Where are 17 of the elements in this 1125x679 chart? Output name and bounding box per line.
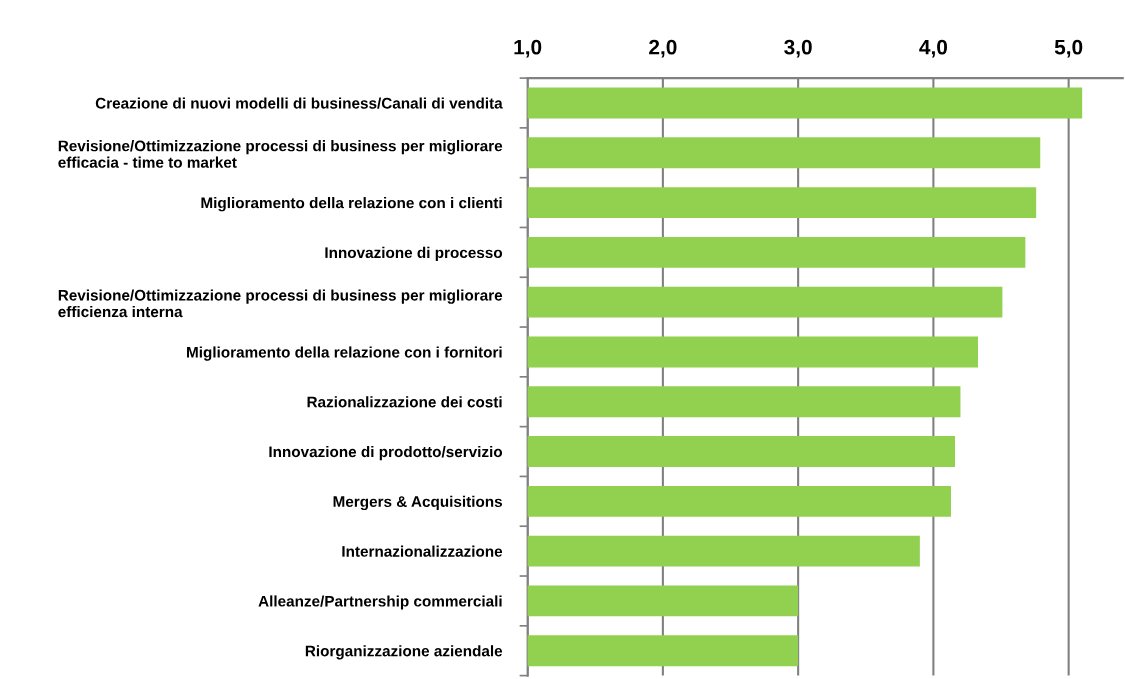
y-tick-label: Internazionalizzazione — [342, 545, 503, 557]
y-tick-label: Razionalizzazione dei costi — [307, 396, 502, 408]
y-tick-label: Innovazione di prodotto/servizio — [269, 446, 503, 461]
y-tick-label: Mergers & Acquisitions — [333, 495, 503, 511]
y-tick-label: Revisione/Ottimizzazione processi di business per migliorare efficienza interna — [58, 289, 503, 318]
y-tick-label: Miglioramento della relazione con i clienti — [201, 197, 502, 212]
y-tick-label: Miglioramento della relazione con i fornitori — [187, 346, 502, 361]
y-tick-label: Revisione/Ottimizzazione processi di business per migliorare efficacia - time to market — [58, 140, 503, 168]
x-tick-label: 2,0 — [649, 39, 677, 58]
y-tick-label: Innovazione di processo — [325, 246, 503, 262]
x-tick-label: 4,0 — [919, 39, 948, 58]
y-tick-label: Alleanze/Partnership commerciali — [258, 595, 502, 610]
y-tick-label: Riorganizzazione aziendale — [305, 645, 503, 660]
x-tick-label: 3,0 — [784, 39, 812, 58]
y-tick-label: Creazione di nuovi modelli di business/Canali di vendita — [95, 97, 503, 109]
x-tick-label: 1,0 — [514, 39, 542, 58]
x-tick-label: 5,0 — [1054, 39, 1083, 58]
